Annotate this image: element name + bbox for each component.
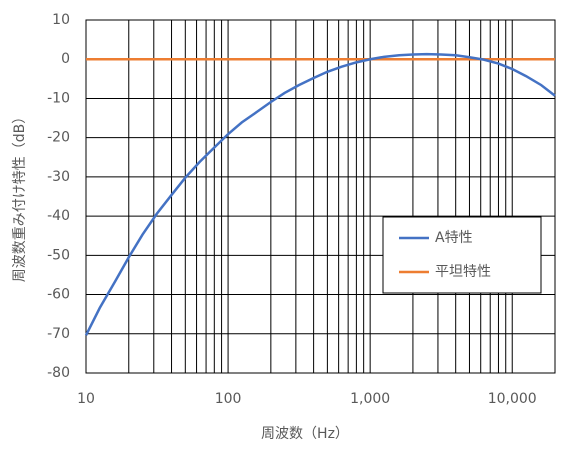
y-tick-label: 0	[61, 51, 70, 67]
plot-border	[85, 19, 556, 374]
data-line	[84, 52, 556, 336]
y-tick-label: -50	[47, 247, 70, 263]
legend-label: 平坦特性	[435, 264, 491, 280]
y-tick-label: -10	[47, 90, 70, 106]
y-tick-label: 10	[52, 12, 70, 28]
x-tick-label: 100	[215, 391, 242, 407]
y-tick-label: -60	[47, 287, 70, 303]
x-tick-label: 1,000	[350, 391, 390, 407]
y-tick-label: -20	[47, 130, 70, 146]
y-tick-label: -40	[47, 208, 70, 224]
x-tick-label: 10,000	[488, 391, 537, 407]
y-tick-label: -70	[47, 326, 70, 342]
y-tick-label: -30	[47, 169, 70, 185]
x-axis-label: 周波数（Hz）	[261, 426, 349, 442]
y-axis-label: 周波数重み付け特性（dB）	[12, 110, 28, 283]
y-tick-label: -80	[47, 365, 70, 381]
legend-label: A特性	[435, 230, 473, 246]
legend-box	[382, 216, 542, 294]
x-tick-label: 10	[77, 391, 95, 407]
